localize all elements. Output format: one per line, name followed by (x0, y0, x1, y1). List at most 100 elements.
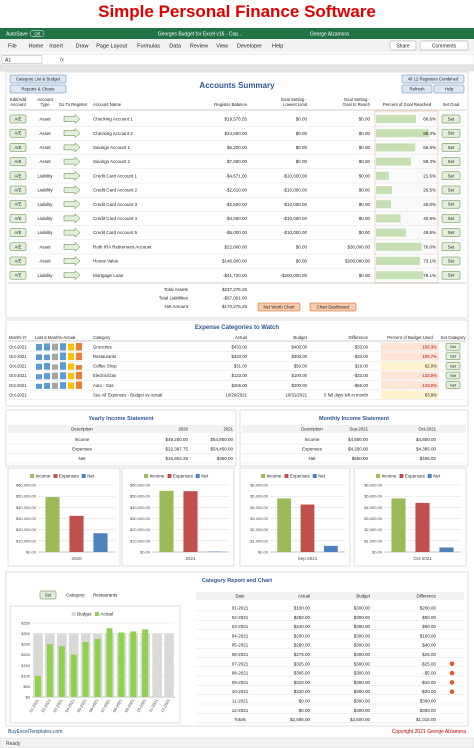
ribbon-tab[interactable] (72, 41, 94, 50)
edit-account-button[interactable] (9, 185, 27, 195)
set-category-button[interactable] (445, 381, 461, 389)
amount: $325.00 (294, 661, 311, 666)
share-button[interactable] (389, 40, 417, 51)
amount: $310.00 (294, 680, 311, 685)
ribbon-tab[interactable] (25, 41, 47, 50)
edit-account-button[interactable] (9, 242, 27, 252)
go-to-register-button[interactable] (63, 227, 81, 238)
comments-button[interactable] (419, 40, 469, 51)
set-goal-button-label: Set (448, 117, 455, 122)
y-tick-label: $30,000.00 (16, 516, 37, 521)
footer-link: BuyExcelTemplates.com (8, 729, 62, 735)
edit-account-button-label: A/E (15, 173, 22, 178)
set-goal-button[interactable] (441, 242, 461, 252)
edit-account-button[interactable] (9, 214, 27, 223)
go-to-register-button[interactable] (63, 156, 81, 167)
y-tick-label: $250 (21, 642, 31, 647)
legend-label: Net (201, 474, 209, 479)
percent-label: 76.0% (423, 244, 436, 249)
ribbon-tab-label: Developer (237, 44, 262, 50)
amount: $4,800.00 (348, 437, 369, 442)
set-goal-button[interactable] (441, 199, 461, 209)
set-goal-button[interactable] (441, 157, 461, 166)
go-to-register-button[interactable] (63, 270, 81, 281)
go-to-register-button[interactable] (63, 113, 81, 125)
go-to-register-button[interactable] (63, 170, 81, 181)
set-goal-button[interactable] (441, 185, 461, 195)
set-goal-button[interactable] (441, 228, 461, 237)
actual: $433.00 (231, 344, 247, 349)
go-to-register-button[interactable] (63, 213, 81, 224)
set-category-button[interactable] (445, 342, 461, 351)
amount: $300.00 (354, 671, 371, 676)
ribbon-tab[interactable] (213, 41, 234, 50)
column-header: Oct-2021 (418, 427, 436, 432)
set-goal-button[interactable] (441, 270, 461, 280)
balance: -$5,000.00 (225, 230, 247, 235)
go-to-register-button[interactable] (63, 199, 81, 210)
edit-account-button[interactable] (9, 128, 27, 138)
go-to-register-button[interactable] (63, 184, 81, 196)
category-list-button[interactable] (9, 74, 67, 84)
autosave-toggle[interactable] (29, 30, 45, 37)
chart-dashboard-button[interactable] (309, 302, 357, 312)
net-worth-chart-button[interactable] (257, 302, 301, 312)
amount: $50.00 (422, 615, 436, 620)
edit-account-button[interactable] (9, 171, 27, 181)
go-to-register-button[interactable] (63, 142, 81, 153)
lowest-limit: -$200,000.00 (280, 273, 307, 278)
ribbon-tab[interactable] (186, 41, 214, 50)
amount: $300.00 (354, 615, 371, 620)
legend-label: Expenses (290, 474, 311, 479)
reports-button[interactable] (9, 84, 67, 94)
edit-account-button[interactable] (9, 228, 27, 237)
set-goal-button[interactable] (441, 171, 461, 181)
ribbon-tab[interactable] (269, 41, 290, 50)
edit-account-button[interactable] (9, 270, 27, 280)
go-to-register-button[interactable] (63, 255, 81, 267)
go-to-register-button[interactable] (63, 128, 81, 139)
month: Oct-2021 (9, 344, 27, 349)
date: 09-2021 (232, 680, 249, 685)
set-category-button[interactable] (39, 590, 57, 600)
all-registers-button[interactable] (401, 74, 465, 84)
set-goal-button[interactable] (441, 256, 461, 266)
budget: $50.00 (294, 364, 308, 369)
set-category-button[interactable] (445, 371, 461, 380)
amount: $300.00 (354, 652, 371, 657)
refresh-button[interactable] (401, 84, 433, 94)
edit-account-button[interactable] (9, 256, 27, 266)
help-button[interactable] (433, 84, 465, 94)
percent-bar (376, 271, 424, 280)
column-header: 2020 (178, 427, 188, 432)
ribbon-tab[interactable] (5, 41, 26, 50)
edit-account-button[interactable] (9, 114, 27, 124)
sparkline-bar (52, 372, 58, 380)
bar (69, 515, 84, 552)
set-goal-button[interactable] (441, 214, 461, 223)
go-to-register-button[interactable] (63, 241, 81, 252)
ribbon-tab[interactable] (233, 41, 269, 50)
sparkline-bar (60, 382, 66, 389)
y-tick-label: $5,000.00 (364, 494, 383, 499)
ribbon-tab[interactable] (166, 41, 187, 50)
set-goal-button[interactable] (441, 143, 461, 152)
over-budget-indicator (449, 670, 455, 676)
account-type: Liability (37, 216, 53, 221)
set-goal-button[interactable] (441, 114, 461, 124)
set-category-button[interactable] (445, 362, 461, 370)
sparkline-bar (36, 383, 42, 389)
amount: $0.00 (299, 708, 311, 713)
set-category-button[interactable] (445, 352, 461, 361)
edit-account-button[interactable] (9, 143, 27, 152)
category: See All Expenses - Budget vs Actual (93, 392, 162, 397)
column-header: Type (40, 102, 50, 107)
ribbon-tab[interactable] (46, 41, 73, 50)
edit-account-button[interactable] (9, 157, 27, 166)
edit-account-button[interactable] (9, 199, 27, 209)
set-goal-button[interactable] (441, 128, 461, 138)
difference: -$33.00 (353, 344, 368, 349)
ribbon-tab[interactable] (93, 41, 135, 50)
name-box[interactable] (1, 55, 43, 64)
ribbon-tab[interactable] (134, 41, 167, 50)
